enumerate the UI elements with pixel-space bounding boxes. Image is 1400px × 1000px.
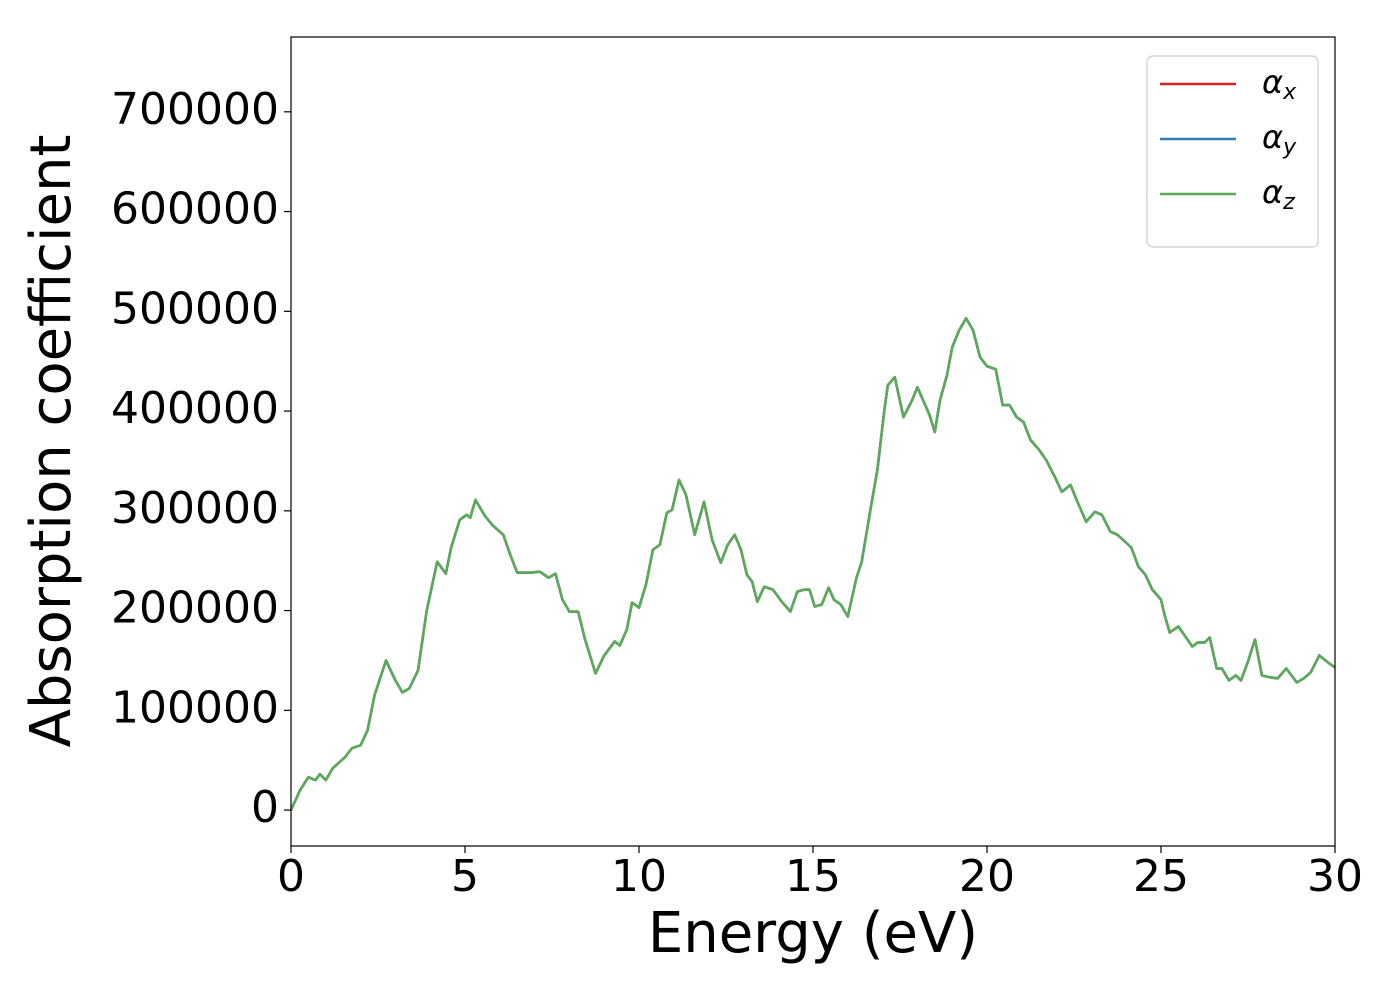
y-tick-label: 600000 xyxy=(111,184,279,235)
data-line xyxy=(289,317,1336,811)
legend-label: αy xyxy=(1262,118,1297,160)
x-tick-label: 30 xyxy=(1307,851,1363,902)
x-tick-label: 0 xyxy=(277,851,305,902)
y-tick-label: 400000 xyxy=(111,383,279,434)
y-tick-label: 500000 xyxy=(111,283,279,334)
legend-label: αx xyxy=(1262,63,1297,105)
legend-label: αz xyxy=(1262,173,1295,215)
legend-box xyxy=(1146,55,1319,248)
y-tick-label: 700000 xyxy=(111,84,279,135)
y-axis-label: Absorption coefficient xyxy=(19,135,84,748)
y-tick-label: 0 xyxy=(251,782,279,833)
y-tick-label: 200000 xyxy=(111,583,279,634)
x-tick-label: 25 xyxy=(1133,851,1189,902)
x-tick-label: 5 xyxy=(451,851,479,902)
x-tick-label: 15 xyxy=(785,851,841,902)
plot-frame xyxy=(290,36,1336,847)
y-tick-label: 300000 xyxy=(111,483,279,534)
x-tick-label: 20 xyxy=(959,851,1015,902)
y-tick-label: 100000 xyxy=(111,682,279,733)
x-axis-label: Energy (eV) xyxy=(648,901,978,966)
x-tick-label: 10 xyxy=(611,851,667,902)
